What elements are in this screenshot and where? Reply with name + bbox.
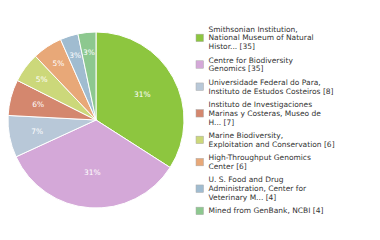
legend-swatch [196,207,204,215]
legend-label: High-Throughput GenomicsCenter [6] [209,153,311,171]
legend-swatch [196,83,204,91]
legend-swatch [196,158,204,166]
data-label: 5% [36,75,48,84]
legend: Smithsonian Institution,National Museum … [196,25,335,216]
data-label: 31% [84,168,101,177]
data-label: 7% [31,127,43,136]
legend-swatch [196,110,204,118]
pie-slice [16,120,170,208]
data-label: 5% [53,59,65,68]
pie-slice [8,115,96,156]
legend-swatch [196,185,204,193]
legend-label: Marine Biodiversity,Exploitation and Con… [209,131,335,149]
legend-swatch [196,61,204,69]
data-label: 3% [83,48,95,57]
legend-label: Smithsonian Institution,National Museum … [209,25,314,52]
legend-label: Universidade Federal do Para,Instituto d… [209,78,334,96]
slices [8,32,184,208]
legend-swatch [196,34,204,42]
legend-label: Instituto de InvestigacionesMarinas y Co… [209,100,322,127]
pie-slice [78,32,96,120]
legend-swatch [196,136,204,144]
legend-label: Centre for BiodiversityGenomics [35] [209,56,294,74]
data-label: 3% [69,51,81,60]
chart: 31% 31% 7% 6% 5% 5% 3%3% Smithsonian Institutio… [0,0,380,240]
data-labels: 31% 31% 7% 6% 5% 5% 3%3% [31,48,150,177]
legend-label: Mined from GenBank, NCBI [4] [209,206,324,215]
data-label: 6% [32,100,44,109]
legend-label: U. S. Food and DrugAdministration, Cente… [209,175,308,202]
data-label: 31% [134,90,151,99]
